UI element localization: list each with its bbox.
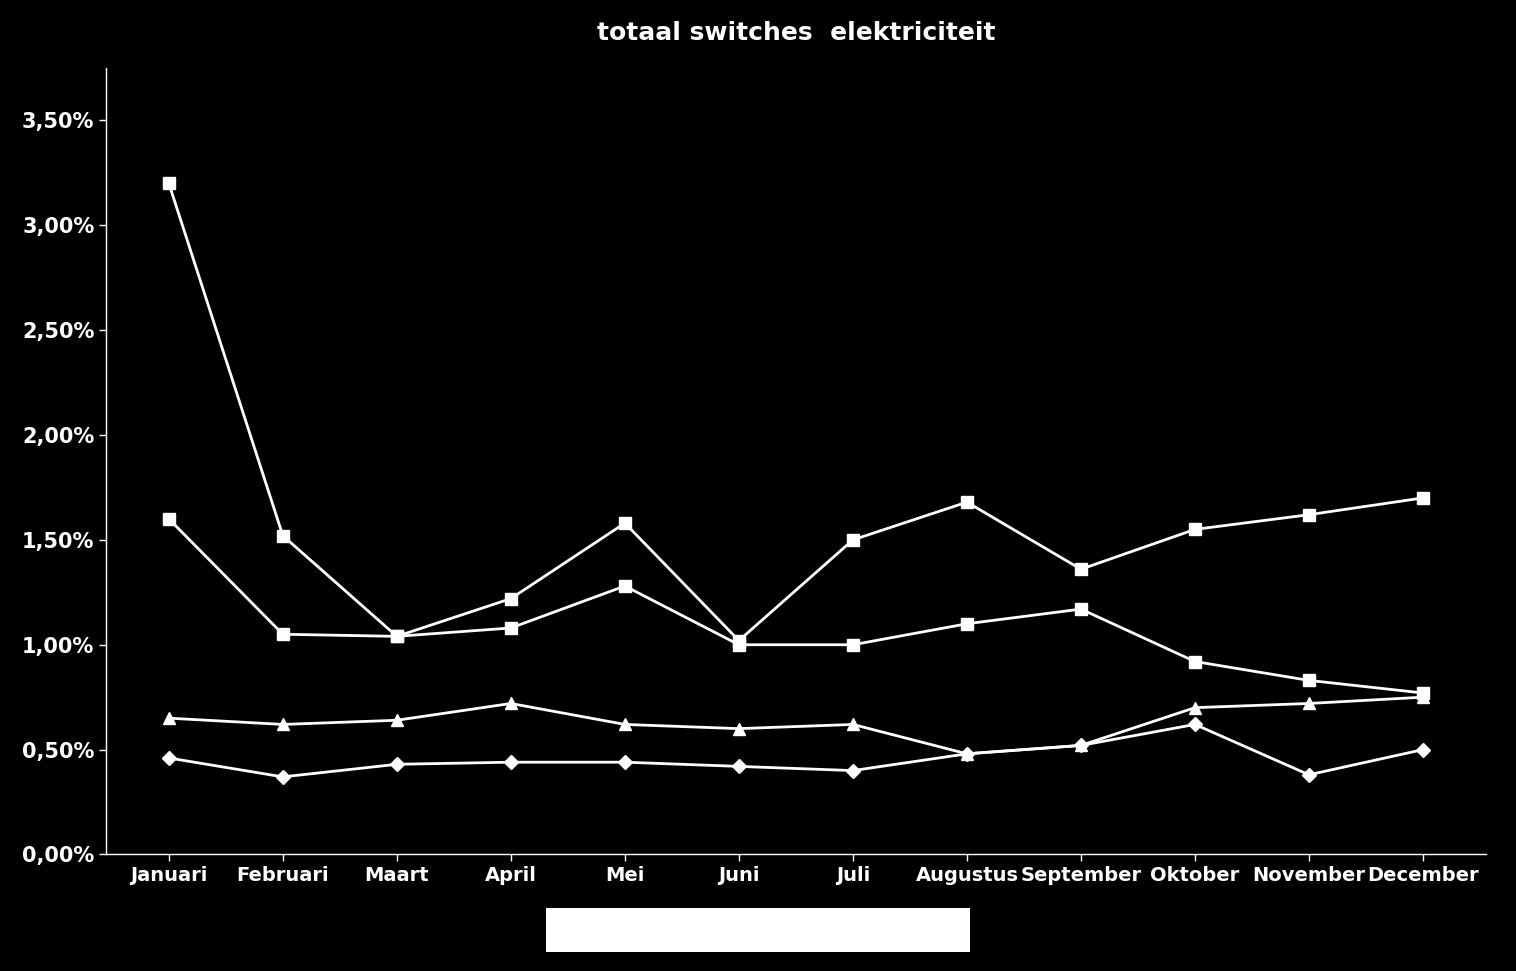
Title: totaal switches  elektriciteit: totaal switches elektriciteit (597, 21, 994, 46)
